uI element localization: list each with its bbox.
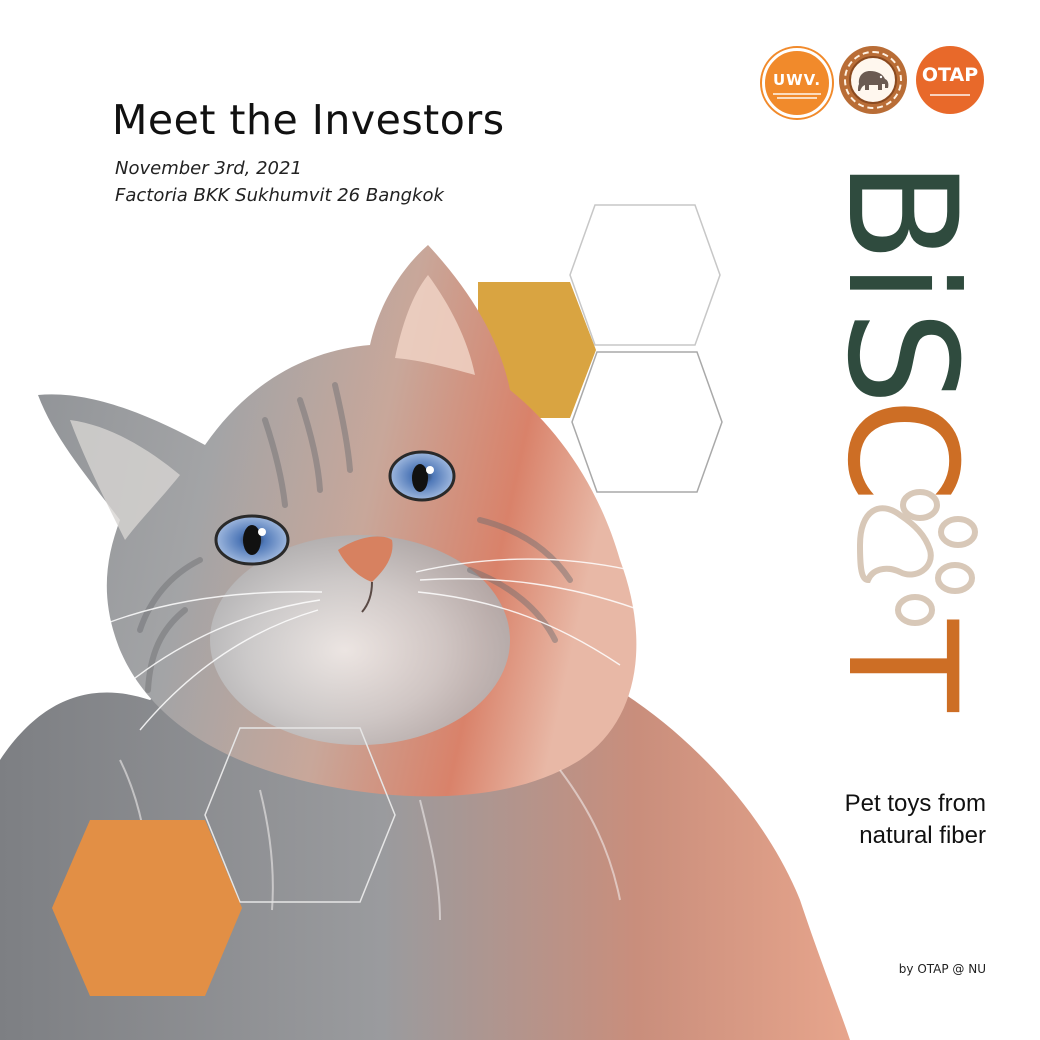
paw-icon xyxy=(856,489,978,626)
wordmark-letter-b: B xyxy=(820,160,988,263)
event-date: November 3rd, 2021 xyxy=(115,158,302,179)
biscat-wordmark: B i S C T xyxy=(820,160,988,713)
hexagon-outline-top xyxy=(569,204,721,346)
credit-text: by OTAP @ NU xyxy=(898,962,986,976)
hexagon-orange xyxy=(52,820,242,996)
cat-nose xyxy=(338,536,393,582)
tagline-line-1: Pet toys from xyxy=(844,790,986,817)
uwv-logo: UWV. xyxy=(762,48,832,118)
event-venue: Factoria BKK Sukhumvit 26 Bangkok xyxy=(115,185,444,206)
wordmark-letter-c: C xyxy=(820,398,988,503)
otap-logo: OTAP xyxy=(918,48,982,112)
tagline: Pet toys from natural fiber xyxy=(845,788,986,852)
wordmark-letter-t: T xyxy=(820,619,988,713)
otap-logo-text: OTAP xyxy=(921,64,979,86)
tagline-line-2: natural fiber xyxy=(859,822,986,849)
page-title: Meet the Investors xyxy=(112,96,505,144)
elephant-icon xyxy=(858,71,889,91)
elephant-seal-logo xyxy=(841,48,905,112)
uwv-logo-text: UWV. xyxy=(772,71,822,89)
hexagon-outline-middle xyxy=(571,351,723,493)
wordmark-letter-i: i xyxy=(820,262,988,304)
wordmark-letter-s: S xyxy=(820,310,988,405)
hexagon-outline-bottom xyxy=(204,727,396,903)
